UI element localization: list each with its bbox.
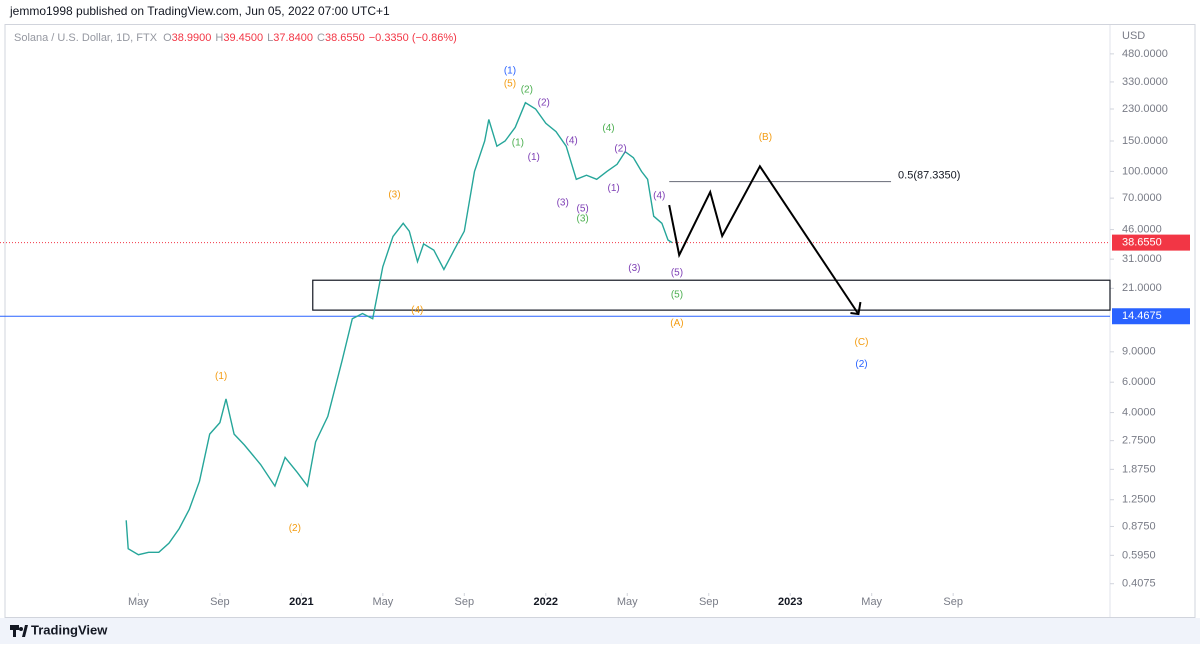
- wave-label: (3): [557, 198, 569, 209]
- x-tick-label: 2023: [778, 596, 802, 608]
- wave-label: (2): [521, 85, 533, 96]
- wave-label: (4): [653, 191, 665, 202]
- wave-label: (5): [577, 204, 589, 215]
- y-tick-label: 0.8750: [1122, 520, 1156, 532]
- change: −0.3350 (−0.86%): [369, 32, 457, 44]
- wave-label: (B): [759, 132, 772, 143]
- wave-label: (5): [504, 79, 516, 90]
- chart-frame: [4, 24, 1196, 618]
- x-tick-label: May: [617, 596, 638, 608]
- ohlc-key: L: [267, 32, 273, 44]
- symbol: Solana / U.S. Dollar, 1D, FTX: [14, 32, 158, 44]
- currency: USD: [1122, 30, 1145, 42]
- ohlc-value: 38.9900: [172, 32, 212, 44]
- x-tick-label: 2021: [289, 596, 313, 608]
- y-tick-label: 0.5950: [1122, 549, 1156, 561]
- price-tag: [1112, 308, 1190, 325]
- wave-label: (3): [628, 263, 640, 274]
- fib-label: 0.5(87.3350): [898, 169, 960, 181]
- wave-label: (3): [577, 214, 589, 225]
- price-tag-label: 38.6550: [1122, 237, 1162, 249]
- arrow-head: [850, 301, 862, 316]
- wave-label: (C): [855, 337, 869, 348]
- price-tag: [1112, 234, 1190, 251]
- wave-label: (1): [528, 152, 540, 163]
- wave-label: (1): [607, 183, 619, 194]
- wave-label: (1): [512, 138, 524, 149]
- y-tick-label: 0.4075: [1122, 578, 1156, 590]
- wave-label: (2): [289, 523, 301, 534]
- y-tick-label: 2.7500: [1122, 435, 1156, 447]
- wave-label: (2): [614, 144, 626, 155]
- legend-header: Solana / U.S. Dollar, 1D, FTX O38.9900 H39…: [14, 32, 457, 44]
- x-tick-label: Sep: [210, 596, 230, 608]
- y-tick-label: 330.0000: [1122, 76, 1168, 88]
- x-tick-label: May: [372, 596, 393, 608]
- price-line-series: [125, 101, 673, 556]
- ohlc-key: C: [317, 32, 325, 44]
- y-tick-label: 9.0000: [1122, 346, 1156, 358]
- ohlc-value: 37.8400: [273, 32, 313, 44]
- x-tick-label: May: [861, 596, 882, 608]
- wave-label: (4): [602, 123, 614, 134]
- y-tick-label: 46.0000: [1122, 223, 1162, 235]
- wave-label: (4): [566, 136, 578, 147]
- y-tick-label: 31.0000: [1122, 253, 1162, 265]
- y-tick-label: 1.8750: [1122, 463, 1156, 475]
- x-tick-label: Sep: [455, 596, 475, 608]
- y-tick-label: 480.0000: [1122, 48, 1168, 60]
- y-tick-label: 70.0000: [1122, 192, 1162, 204]
- wave-label: (5): [671, 268, 683, 279]
- y-tick-label: 230.0000: [1122, 103, 1168, 115]
- wave-label: (1): [504, 66, 516, 77]
- wave-label: (2): [855, 359, 867, 370]
- price-tag-label: 14.4675: [1122, 310, 1162, 322]
- wave-label: (2): [538, 98, 550, 109]
- footer: [0, 618, 1200, 644]
- ohlc-value: 39.4500: [223, 32, 263, 44]
- logo: [10, 625, 28, 637]
- y-tick-label: 4.0000: [1122, 406, 1156, 418]
- y-tick-label: 100.0000: [1122, 165, 1168, 177]
- y-tick-label: 6.0000: [1122, 376, 1156, 388]
- y-tick-label: 1.2500: [1122, 494, 1156, 506]
- published: jemmo1998 published on TradingView.com, …: [9, 4, 390, 18]
- ohlc-key: H: [215, 32, 223, 44]
- zone-box: [312, 279, 1111, 311]
- x-tick-label: Sep: [943, 596, 963, 608]
- wave-label: (5): [671, 290, 683, 301]
- x-tick-label: 2022: [534, 596, 558, 608]
- brand: TradingView: [31, 622, 108, 637]
- ohlc-value: 38.6550: [325, 32, 365, 44]
- wave-label: (A): [670, 318, 683, 329]
- projection: [668, 164, 860, 315]
- y-tick-label: 21.0000: [1122, 282, 1162, 294]
- y-tick-label: 150.0000: [1122, 135, 1168, 147]
- x-tick-label: May: [128, 596, 149, 608]
- wave-label: (1): [215, 371, 227, 382]
- x-tick-label: Sep: [699, 596, 719, 608]
- ohlc-key: O: [163, 32, 172, 44]
- wave-label: (3): [388, 190, 400, 201]
- wave-label: (4): [411, 305, 423, 316]
